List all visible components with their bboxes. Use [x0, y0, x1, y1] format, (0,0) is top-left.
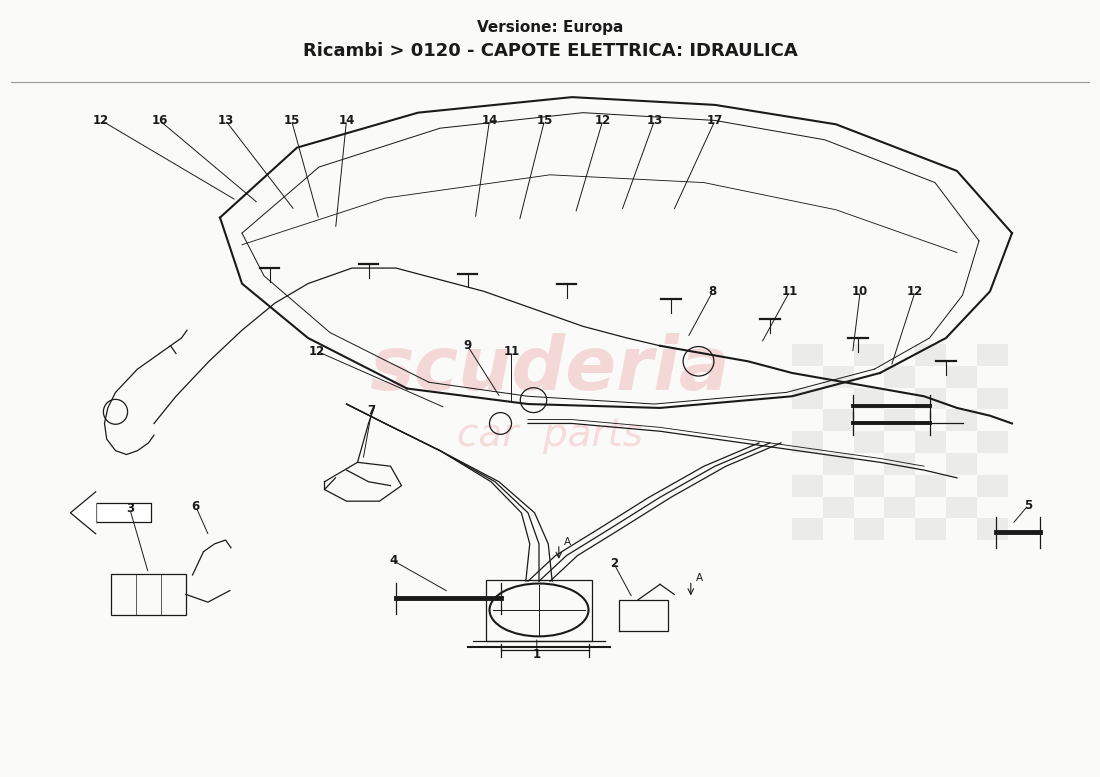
Bar	[946, 409, 977, 431]
Text: 8: 8	[708, 285, 717, 298]
Text: 15: 15	[284, 114, 299, 127]
Text: 14: 14	[482, 114, 497, 127]
Text: 12: 12	[309, 345, 324, 357]
Bar	[854, 475, 884, 497]
Polygon shape	[70, 492, 96, 534]
Bar	[884, 497, 915, 518]
Text: 3: 3	[125, 503, 134, 515]
Bar	[884, 366, 915, 388]
Bar	[854, 344, 884, 366]
Bar	[823, 453, 854, 475]
Text: 6: 6	[191, 500, 200, 513]
Text: 11: 11	[504, 345, 519, 357]
Text: 13: 13	[218, 114, 233, 127]
Bar	[884, 453, 915, 475]
Text: 4: 4	[389, 555, 398, 567]
Bar	[946, 497, 977, 518]
Bar	[977, 344, 1008, 366]
Bar	[915, 518, 946, 540]
Text: 12: 12	[595, 114, 610, 127]
Bar	[915, 475, 946, 497]
Bar	[792, 475, 823, 497]
Bar	[915, 344, 946, 366]
Bar	[823, 409, 854, 431]
Bar	[823, 497, 854, 518]
Text: 2: 2	[609, 557, 618, 570]
Text: car  parts: car parts	[456, 416, 644, 454]
Text: scuderia: scuderia	[370, 333, 730, 406]
Bar	[977, 518, 1008, 540]
Bar	[977, 431, 1008, 453]
Bar	[792, 388, 823, 409]
Bar	[823, 366, 854, 388]
Text: 14: 14	[339, 114, 354, 127]
Bar	[111, 574, 186, 615]
Text: 10: 10	[852, 285, 868, 298]
Text: 17: 17	[707, 114, 723, 127]
Bar	[977, 388, 1008, 409]
Text: 1: 1	[532, 648, 541, 660]
Text: 5: 5	[1024, 499, 1033, 511]
Text: 15: 15	[537, 114, 552, 127]
Bar	[854, 388, 884, 409]
Bar	[915, 388, 946, 409]
Text: 11: 11	[782, 285, 797, 298]
Bar	[946, 366, 977, 388]
Bar	[486, 580, 592, 641]
Bar	[884, 409, 915, 431]
Text: 12: 12	[94, 114, 109, 127]
Bar	[946, 453, 977, 475]
Bar	[977, 475, 1008, 497]
Bar	[854, 518, 884, 540]
Text: Ricambi > 0120 - CAPOTE ELETTRICA: IDRAULICA: Ricambi > 0120 - CAPOTE ELETTRICA: IDRAU…	[302, 41, 798, 60]
Text: 9: 9	[463, 340, 472, 352]
Text: 12: 12	[908, 285, 923, 298]
Bar	[792, 431, 823, 453]
Bar	[792, 518, 823, 540]
Bar	[915, 431, 946, 453]
Text: 16: 16	[152, 114, 167, 127]
Text: 7: 7	[367, 404, 376, 416]
Bar	[854, 431, 884, 453]
Text: A: A	[696, 573, 703, 583]
Text: Versione: Europa: Versione: Europa	[476, 19, 624, 35]
Text: A: A	[564, 537, 571, 546]
Bar	[792, 344, 823, 366]
Polygon shape	[96, 503, 151, 522]
Text: 13: 13	[647, 114, 662, 127]
